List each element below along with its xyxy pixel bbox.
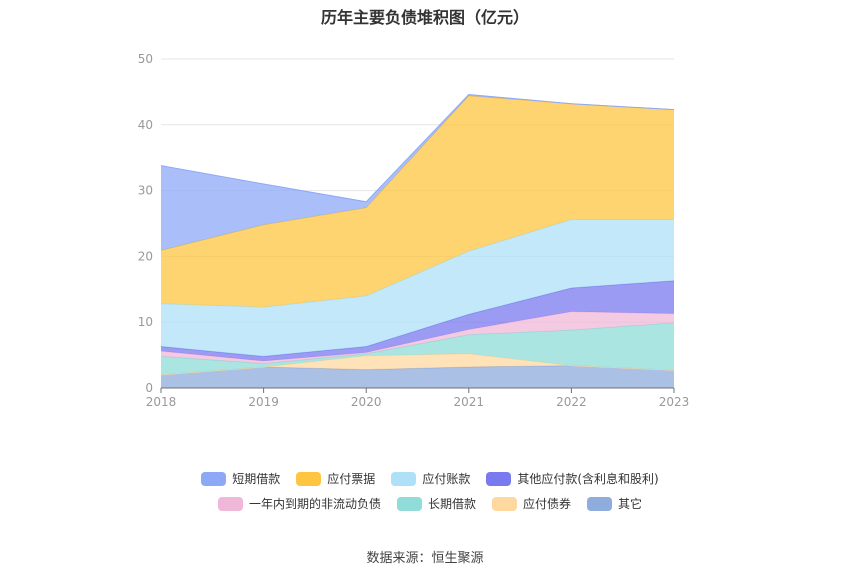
legend-label: 一年内到期的非流动负债 (248, 497, 381, 511)
legend-label: 应付债券 (523, 497, 572, 511)
y-tick-label: 30 (138, 184, 153, 198)
area-series-line-7 (160, 94, 675, 203)
legend-item[interactable]: 应付债券 (492, 495, 571, 512)
area-series-3 (161, 311, 674, 364)
x-tick-label: 2023 (659, 395, 690, 409)
x-tick-label: 2021 (454, 395, 485, 409)
legend-item[interactable]: 应付账款 (391, 470, 470, 487)
area-series-6 (161, 95, 674, 308)
legend-swatch (486, 471, 512, 486)
legend-swatch (587, 496, 613, 511)
area-series-line-2 (160, 322, 675, 365)
legend-item[interactable]: 一年内到期的非流动负债 (217, 495, 381, 512)
area-series-1 (161, 353, 674, 375)
y-tick-label: 0 (145, 381, 153, 395)
legend: 短期借款 应付票据 应付账款 其他应付款(含利息和股利) 一年内到期的非流动负债 长期借款… (150, 470, 710, 520)
y-tick-label: 10 (138, 315, 153, 329)
area-series-2 (161, 322, 674, 375)
x-tick-label: 2018 (146, 395, 177, 409)
data-source-note: 数据来源：恒生聚源 (366, 551, 484, 566)
y-tick-label: 50 (138, 52, 153, 66)
chart-title: 历年主要负债堆积图（亿元） (320, 8, 529, 27)
legend-row: 短期借款 应付票据 应付账款 其他应付款(含利息和股利) (150, 470, 710, 487)
area-series-line-3 (160, 311, 675, 362)
legend-label: 其它 (618, 497, 643, 511)
legend-swatch (391, 471, 417, 486)
legend-label: 其他应付款(含利息和股利) (517, 472, 659, 486)
legend-row: 一年内到期的非流动负债 长期借款 应付债券 其它 (150, 495, 710, 512)
x-tick-label: 2019 (248, 395, 279, 409)
area-series (160, 94, 675, 388)
area-series-5 (161, 219, 674, 357)
legend-swatch (201, 471, 227, 486)
legend-swatch (217, 496, 243, 511)
area-series-4 (161, 280, 674, 362)
legend-item[interactable]: 其他应付款(含利息和股利) (486, 470, 659, 487)
x-tick-label: 2020 (351, 395, 382, 409)
axes: 0 10 20 30 40 50 2018 2019 2020 2021 2022 2023 (138, 52, 690, 409)
legend-label: 应付账款 (422, 472, 471, 486)
legend-item[interactable]: 长期借款 (396, 495, 476, 512)
legend-item[interactable]: 短期借款 (201, 470, 280, 487)
legend-label: 应付票据 (327, 472, 376, 486)
legend-item[interactable]: 应付票据 (296, 470, 375, 487)
legend-swatch (492, 496, 517, 511)
y-tick-label: 20 (138, 249, 153, 263)
y-tick-label: 40 (138, 118, 153, 132)
area-series-7 (161, 94, 674, 251)
area-series-0 (161, 365, 674, 388)
legend-label: 短期借款 (232, 472, 281, 486)
legend-label: 长期借款 (427, 497, 476, 511)
legend-item[interactable]: 其它 (587, 495, 642, 512)
legend-swatch (396, 496, 422, 511)
legend-swatch (296, 471, 322, 486)
x-tick-label: 2022 (556, 395, 587, 409)
